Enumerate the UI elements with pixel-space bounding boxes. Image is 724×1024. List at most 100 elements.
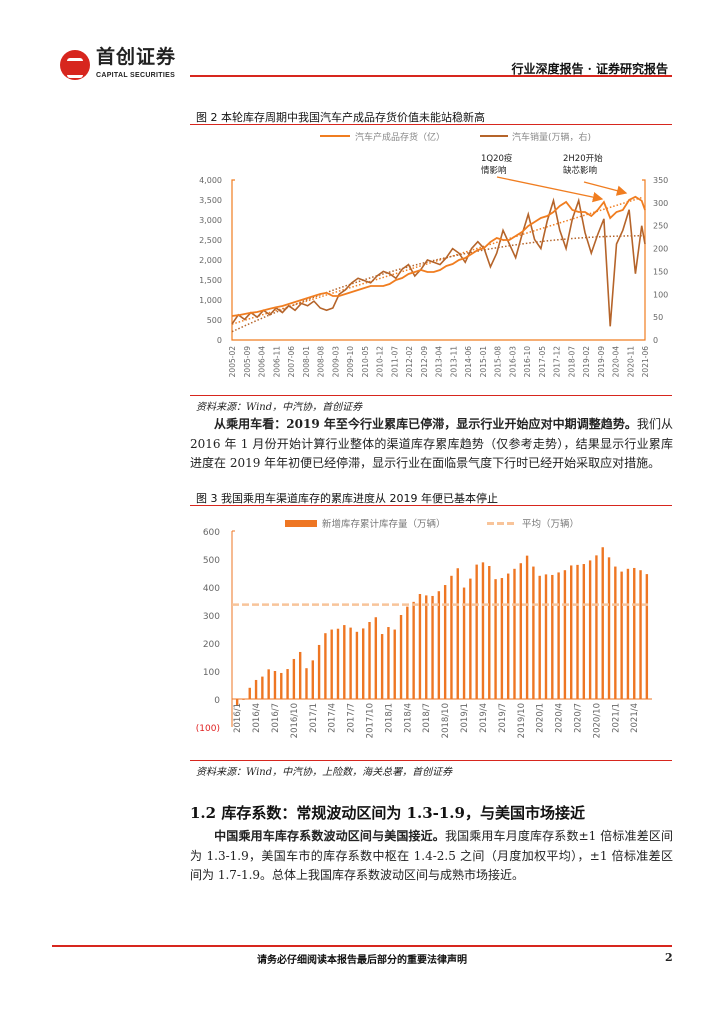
x-tick-label: 2016-10 bbox=[523, 346, 532, 378]
bar bbox=[336, 628, 340, 699]
y-right-tick-label: 350 bbox=[653, 176, 668, 185]
company-logo-icon bbox=[60, 50, 90, 80]
legal-notice: 请务必仔细阅读本报告最后部分的重要法律声明 bbox=[257, 955, 467, 966]
bar bbox=[330, 629, 333, 699]
x-tick-label: 2016/1 bbox=[233, 703, 243, 733]
bar bbox=[481, 562, 485, 699]
inventory-line bbox=[231, 195, 646, 317]
x-tick-label: 2021/1 bbox=[611, 703, 621, 733]
x-tick-label: 2017/7 bbox=[347, 703, 357, 733]
bar bbox=[582, 564, 586, 699]
paragraph-passenger-car: 从乘用车看：2019 年至今行业累库已停滞，显示行业开始应对中期调整趋势。我们从… bbox=[190, 415, 673, 474]
y-left-tick-label: 1,000 bbox=[199, 296, 222, 305]
figure2-bottom-divider bbox=[190, 395, 672, 396]
x-tick-label: 2008-01 bbox=[302, 346, 311, 378]
x-tick-label: 2020-11 bbox=[626, 346, 635, 378]
x-tick-label: 2018/10 bbox=[441, 703, 451, 738]
figure3-title-divider bbox=[190, 505, 672, 506]
bar bbox=[380, 634, 384, 699]
x-tick-label: 2005-09 bbox=[243, 346, 252, 378]
bar bbox=[235, 699, 239, 706]
x-tick-label: 2018-07 bbox=[567, 346, 576, 378]
x-tick-label: 2016/7 bbox=[271, 703, 281, 733]
bar bbox=[544, 574, 548, 699]
section-paragraph-body: 我国乘用车月度库存系数±1 倍标准差区间为 1.3-1.9，美国车市的库存系数中… bbox=[190, 829, 673, 882]
report-type: 行业深度报告 · 证券研究报告 bbox=[511, 62, 668, 76]
x-tick-label: 2021-06 bbox=[641, 346, 650, 378]
y-tick-label: 100 bbox=[203, 668, 220, 678]
x-tick-label: 2019-09 bbox=[597, 346, 606, 378]
x-tick-label: 2021/4 bbox=[630, 703, 640, 733]
y-left-tick-label: 3,000 bbox=[199, 216, 222, 225]
bar bbox=[551, 574, 554, 699]
figure2-title: 图 2 本轮库存周期中我国汽车产成品存货价值未能站稳新高 bbox=[196, 111, 485, 124]
footer-divider bbox=[52, 945, 672, 947]
annotation-covid-arrow bbox=[496, 176, 604, 203]
bar bbox=[418, 594, 422, 699]
x-tick-label: 2018/1 bbox=[384, 703, 394, 733]
figure3-bottom-divider bbox=[190, 760, 672, 761]
legend-sales-label: 汽车销量(万辆，右) bbox=[512, 131, 591, 143]
bar bbox=[500, 578, 504, 699]
inventory-sales-line-chart: 汽车产成品存货（亿） 汽车销量(万辆，右)05001,0001,5002,0002… bbox=[199, 131, 668, 378]
bar bbox=[475, 564, 478, 699]
bar bbox=[576, 564, 579, 699]
x-tick-label: 2012-09 bbox=[420, 346, 429, 378]
bar bbox=[519, 563, 522, 699]
paragraph-body: 我们从 2016 年 1 月份开始计算行业整体的渠道库存累库趋势（仅参考走势），… bbox=[190, 417, 673, 470]
x-tick-label: 2018/7 bbox=[422, 703, 432, 733]
sales-trendline bbox=[231, 235, 642, 333]
bar bbox=[570, 565, 573, 699]
bar bbox=[298, 651, 302, 699]
figure2-source: 资料来源：Wind，中汽协，首创证券 bbox=[196, 402, 363, 413]
bar bbox=[494, 579, 497, 699]
bar bbox=[437, 591, 441, 699]
bar bbox=[532, 566, 535, 699]
bar bbox=[248, 687, 251, 699]
annotation-chip-arrow bbox=[583, 181, 628, 196]
annotation-covid-line1: 1Q20疫 bbox=[481, 153, 513, 164]
paragraph-lead: 从乘用车看：2019 年至今行业累库已停滞，显示行业开始应对中期调整趋势。 bbox=[214, 417, 637, 431]
header-divider bbox=[190, 75, 672, 77]
y-right-tick-label: 150 bbox=[653, 267, 668, 276]
y-tick-label: 400 bbox=[203, 584, 220, 594]
x-tick-label: 2015-08 bbox=[494, 346, 503, 378]
sales-line bbox=[231, 197, 646, 327]
bar bbox=[563, 570, 567, 699]
paragraph-inventory-coefficient: 中国乘用车库存系数波动区间与美国接近。我国乘用车月度库存系数±1 倍标准差区间为… bbox=[190, 827, 673, 886]
plot-frame bbox=[231, 179, 646, 341]
x-tick-label: 2013-11 bbox=[449, 346, 458, 378]
bar bbox=[456, 568, 459, 699]
x-tick-label: 2019/10 bbox=[517, 703, 527, 738]
x-tick-label: 2009-10 bbox=[346, 346, 355, 378]
y-right-tick-label: 50 bbox=[653, 313, 663, 322]
y-tick-label: 0 bbox=[214, 696, 220, 706]
x-tick-label: 2017/4 bbox=[328, 703, 338, 733]
bar bbox=[261, 676, 264, 699]
x-tick-label: 2017/10 bbox=[366, 703, 376, 738]
y-left-tick-label: 1,500 bbox=[199, 276, 222, 285]
bar bbox=[462, 587, 466, 699]
bar bbox=[488, 566, 491, 699]
y-left-tick-label: 500 bbox=[207, 316, 222, 325]
x-tick-label: 2020-04 bbox=[612, 346, 621, 378]
bar bbox=[639, 570, 642, 699]
bar bbox=[343, 625, 346, 699]
bar bbox=[645, 574, 649, 699]
y-right-tick-label: 200 bbox=[653, 245, 668, 254]
section-paragraph-lead: 中国乘用车库存系数波动区间与美国接近。 bbox=[214, 829, 445, 843]
x-tick-label: 2020/1 bbox=[536, 703, 546, 733]
x-tick-label: 2020/10 bbox=[592, 703, 602, 738]
bar bbox=[450, 575, 453, 699]
y-right-tick-label: 0 bbox=[653, 336, 658, 345]
x-tick-label: 2017-05 bbox=[538, 346, 547, 378]
y-right-tick-label: 100 bbox=[653, 290, 668, 299]
bar bbox=[614, 566, 617, 699]
y-tick-label: 200 bbox=[203, 640, 220, 650]
x-tick-label: 2010-05 bbox=[361, 346, 370, 378]
bar bbox=[633, 567, 636, 699]
y-left-tick-label: 3,500 bbox=[199, 196, 222, 205]
brand-name-cn: 首创证券 bbox=[96, 46, 177, 68]
x-tick-label: 2011-07 bbox=[390, 346, 399, 378]
bar bbox=[267, 669, 270, 699]
